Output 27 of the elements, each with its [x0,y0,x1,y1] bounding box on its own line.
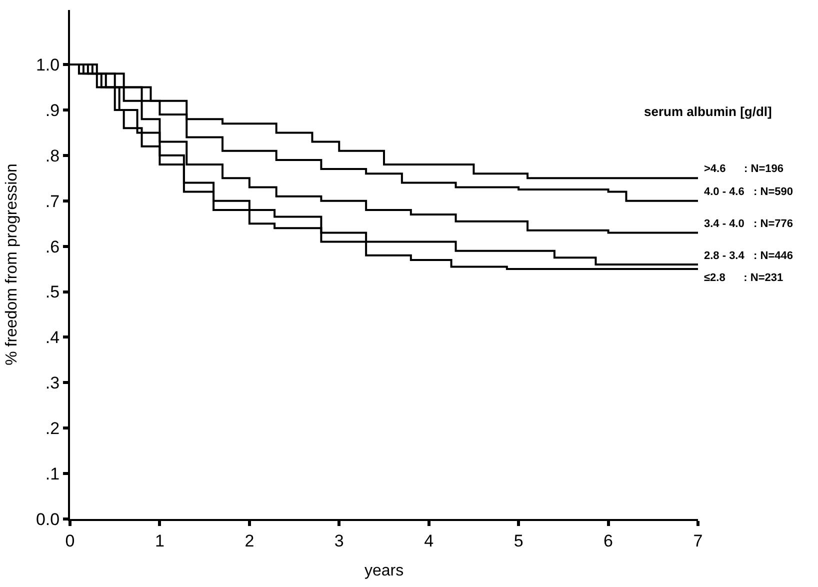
y-axis-title: % freedom from progression [3,164,20,366]
y-tick-label: .4 [45,328,60,348]
series-label: 2.8 - 3.4 : N=446 [704,250,793,262]
y-tick-label: .7 [45,192,60,211]
y-tick-label: .5 [45,282,60,302]
x-tick-label: 1 [154,531,164,550]
annotation: serum albumin [g/dl] [644,104,772,119]
series-label: ≤2.8 : N=231 [704,272,784,284]
x-tick-label: 5 [514,531,524,550]
x-tick-label: 6 [604,531,614,550]
x-tick-label: 7 [693,531,703,550]
x-tick-label: 4 [424,531,434,550]
y-tick-label: 1.0 [36,55,60,74]
x-tick-label: 3 [334,531,344,550]
y-tick-label: .3 [45,374,60,393]
y-tick-label: .1 [45,464,60,484]
x-tick-label: 0 [65,531,75,550]
y-tick-label: .9 [45,100,60,120]
y-tick-label: .8 [45,146,60,166]
x-tick-label: 2 [244,531,254,550]
x-axis-title: years [364,562,404,580]
series-label: 3.4 - 4.0 : N=776 [704,218,793,230]
y-tick-label: 0.0 [36,510,60,529]
series-label: >4.6 : N=196 [704,163,784,175]
y-tick-label: .6 [45,237,60,256]
series-label: 4.0 - 4.6 : N=590 [704,186,793,198]
y-tick-label: .2 [45,419,60,438]
